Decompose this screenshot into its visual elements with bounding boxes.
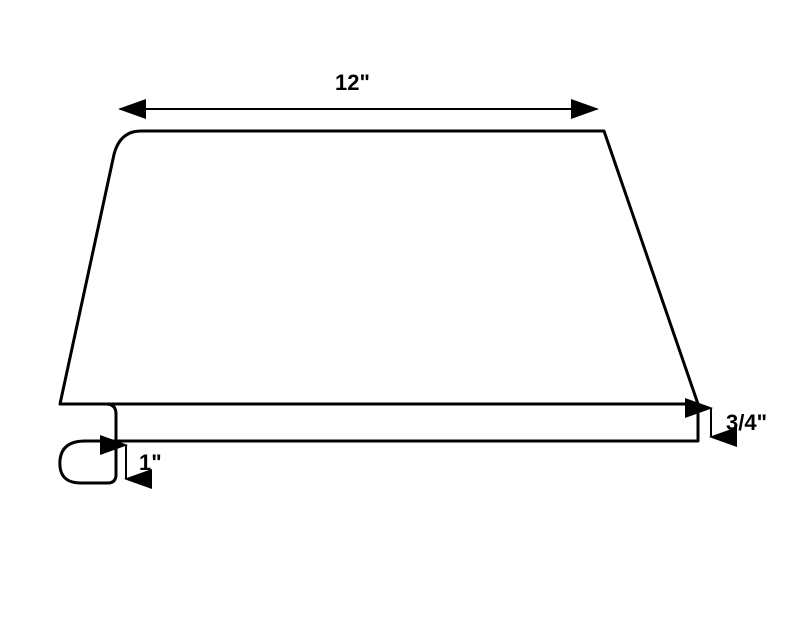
thickness-label: 3/4" [726,410,767,436]
nose-height-label: 1" [139,450,162,476]
profile-drawing [0,0,793,613]
technical-diagram: 12" 3/4" 1" [0,0,793,613]
profile-outline [60,131,698,483]
width-label: 12" [335,70,370,96]
